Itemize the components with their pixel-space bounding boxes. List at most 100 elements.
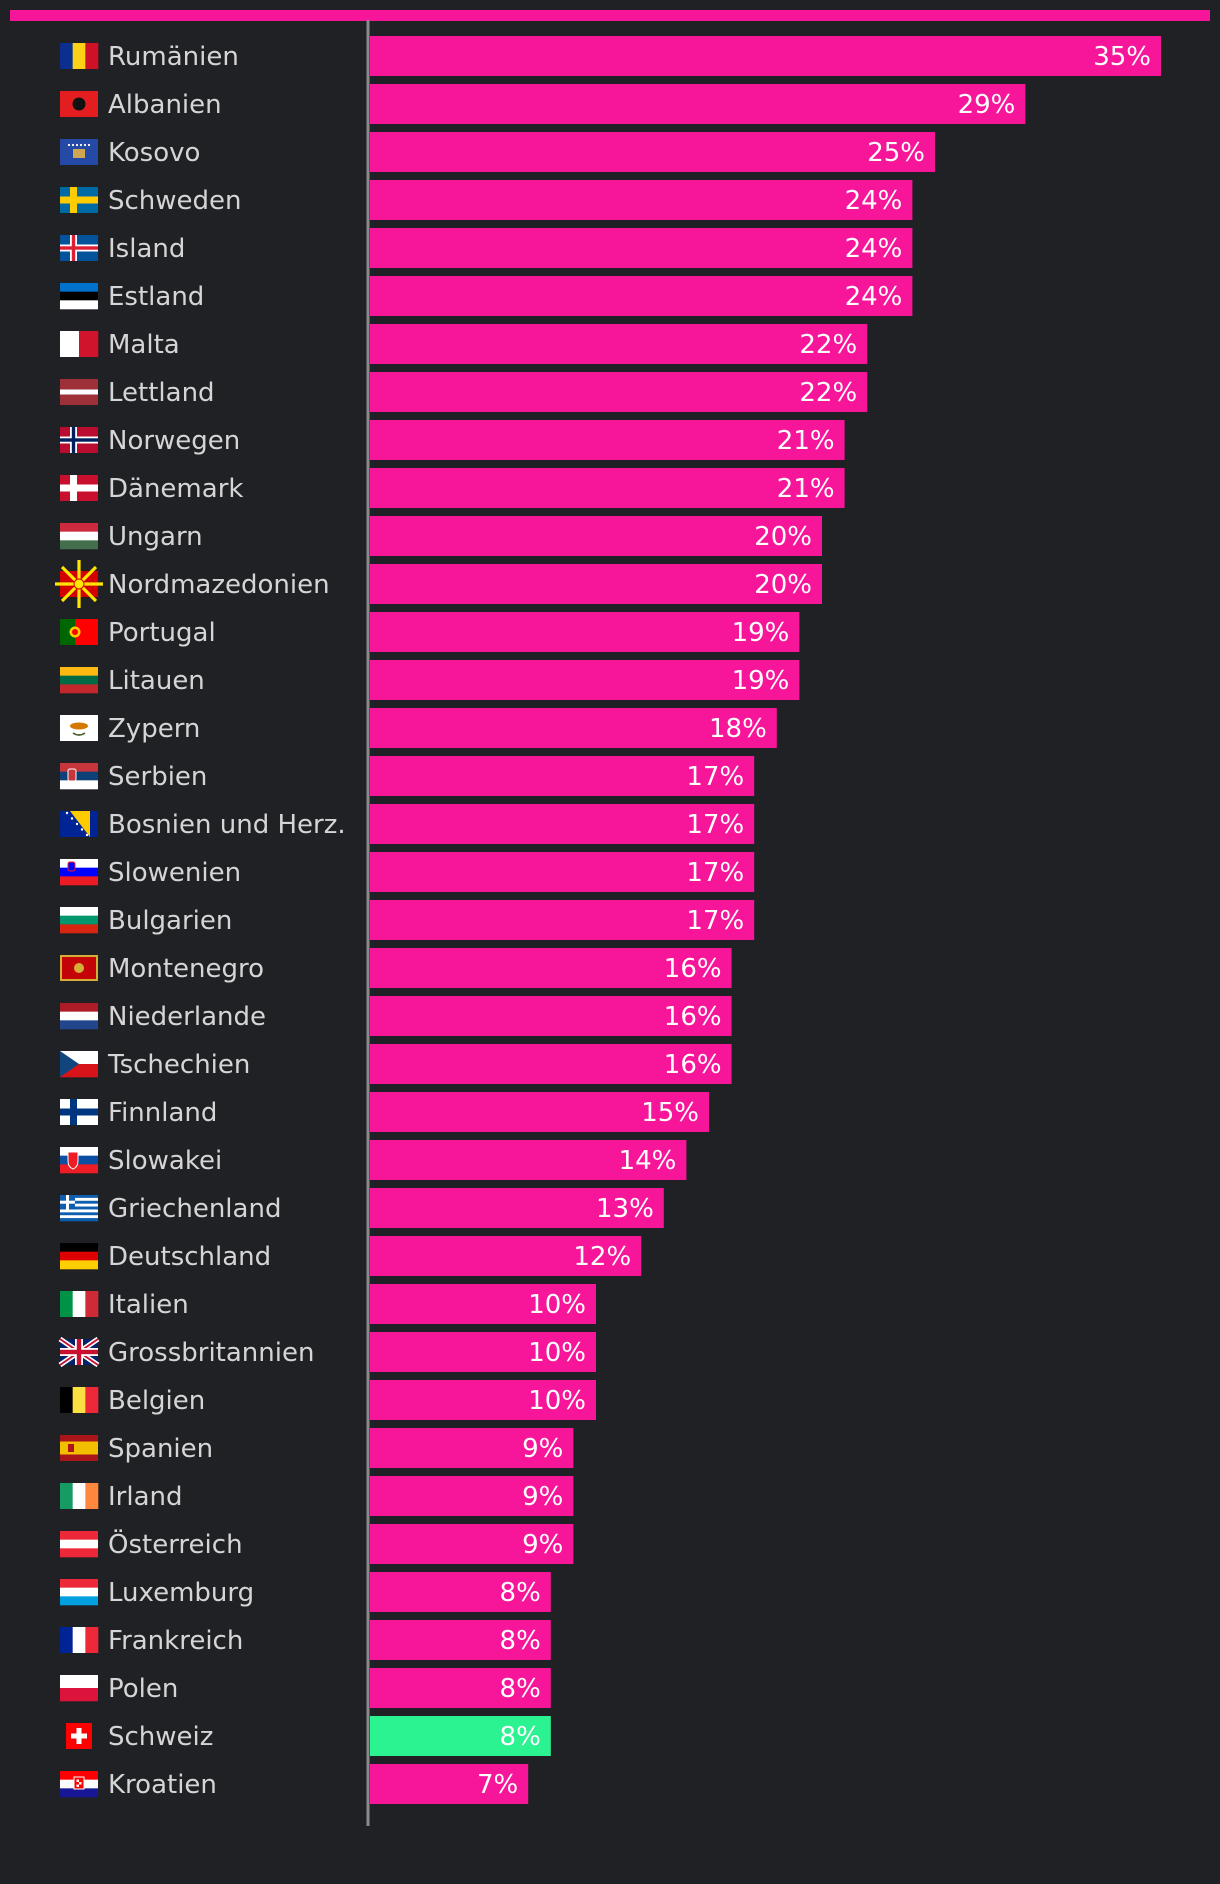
bar <box>370 1620 551 1660</box>
category-label: Malta <box>108 330 180 360</box>
category-label: Bosnien und Herz. <box>108 810 346 840</box>
bar <box>370 1380 596 1420</box>
si-flag-icon <box>60 859 98 886</box>
value-label: 16% <box>664 1002 722 1032</box>
bar <box>370 1140 687 1180</box>
value-label: 7% <box>477 1770 518 1800</box>
dk-flag-icon <box>60 475 98 501</box>
bar <box>370 180 913 220</box>
bar <box>370 1716 551 1756</box>
ee-flag-icon <box>60 283 98 310</box>
value-label: 14% <box>619 1146 677 1176</box>
cz-flag-icon <box>60 1051 98 1078</box>
ie-flag-icon <box>60 1483 99 1509</box>
bar <box>370 372 868 412</box>
bg-flag-icon <box>60 907 98 934</box>
ch-flag-icon <box>66 1723 92 1749</box>
chart-rows: Rumänien 35% Albanien 29% Kosovo 25% Schweden 2… <box>55 36 1161 1804</box>
value-label: 10% <box>528 1386 586 1416</box>
value-label: 20% <box>754 522 812 552</box>
category-label: Kroatien <box>108 1770 217 1800</box>
pt-flag-icon <box>60 619 98 645</box>
bar <box>370 84 1026 124</box>
value-label: 24% <box>845 186 903 216</box>
cy-flag-icon <box>60 715 98 741</box>
bar <box>370 564 822 604</box>
category-label: Dänemark <box>108 474 243 504</box>
value-label: 22% <box>799 378 857 408</box>
category-label: Irland <box>108 1482 183 1512</box>
hr-flag-icon <box>60 1771 98 1798</box>
value-label: 24% <box>845 234 903 264</box>
bar <box>370 852 755 892</box>
bar <box>370 1476 574 1516</box>
value-label: 29% <box>958 90 1016 120</box>
bar <box>370 708 777 748</box>
mt-flag-icon <box>60 331 99 357</box>
value-label: 8% <box>500 1722 541 1752</box>
category-label: Montenegro <box>108 954 264 984</box>
bar <box>370 948 732 988</box>
bar <box>370 1764 529 1804</box>
no-flag-icon <box>60 427 98 453</box>
bar <box>370 1092 709 1132</box>
bar <box>370 900 755 940</box>
value-label: 20% <box>754 570 812 600</box>
bar <box>370 1668 551 1708</box>
category-label: Portugal <box>108 618 216 648</box>
hu-flag-icon <box>60 523 98 550</box>
gb-flag-icon <box>58 1336 100 1368</box>
value-label: 12% <box>573 1242 631 1272</box>
value-label: 17% <box>686 762 744 792</box>
value-label: 22% <box>799 330 857 360</box>
category-label: Island <box>108 234 185 264</box>
xk-flag-icon <box>60 139 98 165</box>
category-label: Serbien <box>108 762 207 792</box>
ro-flag-icon <box>60 43 99 69</box>
rs-flag-icon <box>60 763 98 790</box>
al-flag-icon <box>60 91 98 117</box>
be-flag-icon <box>60 1387 99 1413</box>
value-label: 17% <box>686 858 744 888</box>
value-label: 13% <box>596 1194 654 1224</box>
lu-flag-icon <box>60 1579 98 1606</box>
category-label: Österreich <box>108 1528 243 1560</box>
category-label: Albanien <box>108 90 222 120</box>
value-label: 9% <box>522 1530 563 1560</box>
value-label: 19% <box>732 666 790 696</box>
gr-flag-icon <box>60 1195 98 1222</box>
bar <box>370 468 845 508</box>
lv-flag-icon <box>60 379 98 405</box>
ba-flag-icon <box>60 811 98 837</box>
value-label: 16% <box>664 954 722 984</box>
category-label: Ungarn <box>108 522 203 552</box>
sk-flag-icon <box>60 1147 98 1174</box>
category-label: Luxemburg <box>108 1578 254 1608</box>
pl-flag-icon <box>60 1675 98 1702</box>
value-label: 18% <box>709 714 767 744</box>
value-label: 17% <box>686 810 744 840</box>
it-flag-icon <box>60 1291 99 1317</box>
lt-flag-icon <box>60 667 98 694</box>
bar <box>370 612 800 652</box>
category-label: Frankreich <box>108 1626 243 1656</box>
bar <box>370 1428 574 1468</box>
category-label: Italien <box>108 1290 189 1320</box>
value-label: 21% <box>777 426 835 456</box>
bar <box>370 1188 664 1228</box>
value-label: 16% <box>664 1050 722 1080</box>
bar <box>370 324 868 364</box>
value-label: 9% <box>522 1482 563 1512</box>
value-label: 21% <box>777 474 835 504</box>
value-label: 15% <box>641 1098 699 1128</box>
value-label: 25% <box>867 138 925 168</box>
me-flag-icon <box>60 955 98 981</box>
category-label: Schweiz <box>108 1722 213 1752</box>
category-label: Schweden <box>108 186 242 216</box>
value-label: 8% <box>500 1626 541 1656</box>
bar <box>370 996 732 1036</box>
category-label: Nordmazedonien <box>108 570 330 600</box>
category-label: Griechenland <box>108 1194 281 1224</box>
category-label: Tschechien <box>107 1050 250 1080</box>
fi-flag-icon <box>60 1099 98 1125</box>
